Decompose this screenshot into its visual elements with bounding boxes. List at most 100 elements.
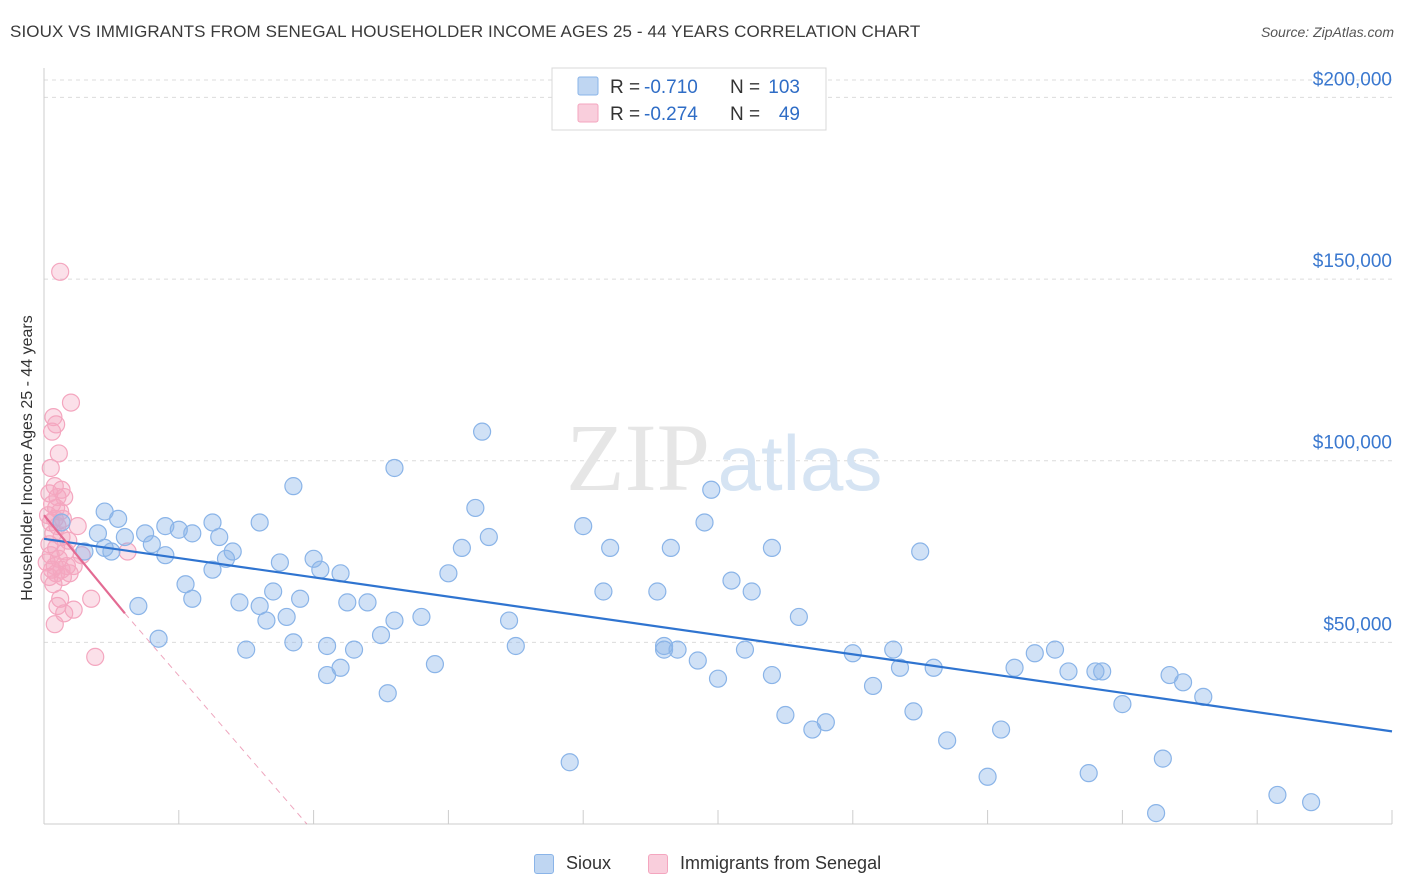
sioux-point-34: [317, 636, 337, 656]
watermark-zip: ZIP: [566, 404, 710, 511]
senegal-point-4: [42, 422, 62, 441]
sioux-point-6: [142, 535, 161, 554]
sioux-point-53: [473, 422, 492, 441]
sioux-point-46: [466, 498, 485, 518]
senegal-point-5: [49, 444, 68, 463]
sioux-point-32: [304, 549, 323, 568]
legend-item-senegal: Immigrants from Senegal: [648, 853, 881, 874]
sioux-point-27: [264, 582, 283, 601]
legend-r-label-senegal: R =: [610, 104, 640, 125]
sioux-point-97: [762, 538, 782, 558]
legend-n-value-sioux: 103: [768, 77, 800, 98]
legend-item-sioux: Sioux: [534, 853, 611, 874]
senegal-points: [37, 262, 137, 666]
sioux-point-73: [890, 658, 910, 677]
sioux-point-51: [284, 477, 303, 496]
sioux-point-93: [661, 538, 680, 558]
sioux-point-72: [884, 640, 903, 659]
sioux-point-64: [722, 571, 741, 590]
senegal-trend-extension: [124, 612, 308, 825]
legend-r-value-senegal: -0.274: [644, 104, 698, 125]
y-tick-label-0: $50,000: [1323, 614, 1392, 635]
legend-swatch-sioux-bottom: [534, 853, 554, 874]
sioux-point-47: [479, 527, 498, 547]
sioux-point-84: [1079, 764, 1098, 783]
senegal-point-39: [82, 589, 101, 608]
sioux-point-11: [210, 527, 229, 547]
axes: [43, 68, 1393, 825]
senegal-point-6: [41, 458, 60, 478]
sioux-point-100: [654, 636, 674, 656]
sioux-point-101: [574, 517, 593, 536]
sioux-point-50: [250, 513, 269, 532]
sioux-point-31: [291, 589, 310, 608]
sioux-point-42: [412, 607, 431, 627]
sioux-point-49: [506, 636, 525, 656]
sioux-point-9: [183, 524, 202, 543]
sioux-point-95: [1302, 793, 1321, 812]
sioux-point-66: [762, 665, 782, 685]
sioux-point-8: [169, 520, 188, 539]
sioux-point-86: [1093, 662, 1112, 681]
sioux-point-4: [115, 527, 134, 547]
sioux-point-87: [1113, 695, 1132, 714]
sioux-point-81: [1025, 644, 1044, 663]
sioux-point-78: [978, 767, 997, 786]
sioux-point-17: [149, 629, 168, 648]
sioux-point-36: [338, 593, 357, 612]
sioux-point-39: [371, 625, 391, 645]
sioux-point-99: [816, 713, 835, 732]
sioux-point-0: [52, 513, 71, 532]
sioux-point-22: [216, 549, 236, 568]
senegal-point-41: [64, 600, 83, 619]
sioux-point-65: [735, 640, 755, 659]
legend-n-value-senegal: 49: [779, 104, 800, 125]
stats-legend: R = -0.710 N = 103 R = -0.274 N = 49: [551, 67, 827, 131]
legend-n-label-senegal: N =: [730, 104, 760, 125]
sioux-point-45: [452, 538, 471, 558]
sioux-point-59: [668, 640, 687, 659]
sioux-point-94: [1268, 785, 1287, 805]
sioux-point-26: [257, 611, 276, 630]
sioux-point-5: [136, 524, 155, 543]
senegal-point-1: [61, 393, 81, 412]
sioux-point-68: [789, 607, 808, 627]
sioux-point-33: [311, 560, 330, 579]
sioux-point-62: [702, 480, 721, 499]
grid-lines: [44, 79, 1392, 643]
sioux-point-15: [102, 542, 121, 561]
sioux-point-85: [1086, 662, 1105, 681]
trend-lines: [43, 514, 1393, 825]
sioux-point-37: [344, 640, 364, 659]
legend-swatch-senegal: [577, 103, 599, 123]
sioux-point-43: [425, 655, 445, 674]
sioux-point-21: [203, 560, 222, 579]
sioux-point-7: [156, 517, 175, 536]
senegal-trend-line: [43, 514, 126, 614]
legend-label-senegal: Immigrants from Senegal: [680, 853, 882, 873]
sioux-point-82: [1045, 640, 1065, 659]
sioux-point-55: [331, 658, 350, 677]
sioux-trend-line: [43, 537, 1393, 733]
sioux-point-13: [75, 542, 94, 561]
sioux-point-20: [183, 589, 202, 608]
y-tick-label-3: $200,000: [1313, 69, 1392, 90]
legend-swatch-senegal-bottom: [648, 853, 668, 874]
sioux-point-29: [277, 607, 296, 627]
sioux-point-12: [223, 542, 242, 561]
sioux-point-79: [991, 720, 1011, 739]
sioux-point-38: [358, 593, 377, 612]
scatter-plot: ZIP atlas $50,000 $100,000 $150,000 $200,00…: [37, 67, 1393, 825]
sioux-point-91: [1173, 673, 1193, 692]
y-tick-label-1: $100,000: [1313, 433, 1392, 454]
senegal-point-20: [68, 517, 87, 536]
legend-label-sioux: Sioux: [566, 853, 612, 873]
senegal-point-48: [51, 589, 70, 608]
sioux-point-30: [284, 633, 303, 652]
sioux-point-75: [911, 542, 930, 561]
watermark-atlas: atlas: [718, 419, 883, 507]
senegal-point-0: [51, 262, 70, 281]
bottom-legend: Sioux Immigrants from Senegal: [0, 850, 1406, 880]
sioux-point-57: [648, 582, 667, 601]
senegal-point-2: [44, 408, 63, 427]
